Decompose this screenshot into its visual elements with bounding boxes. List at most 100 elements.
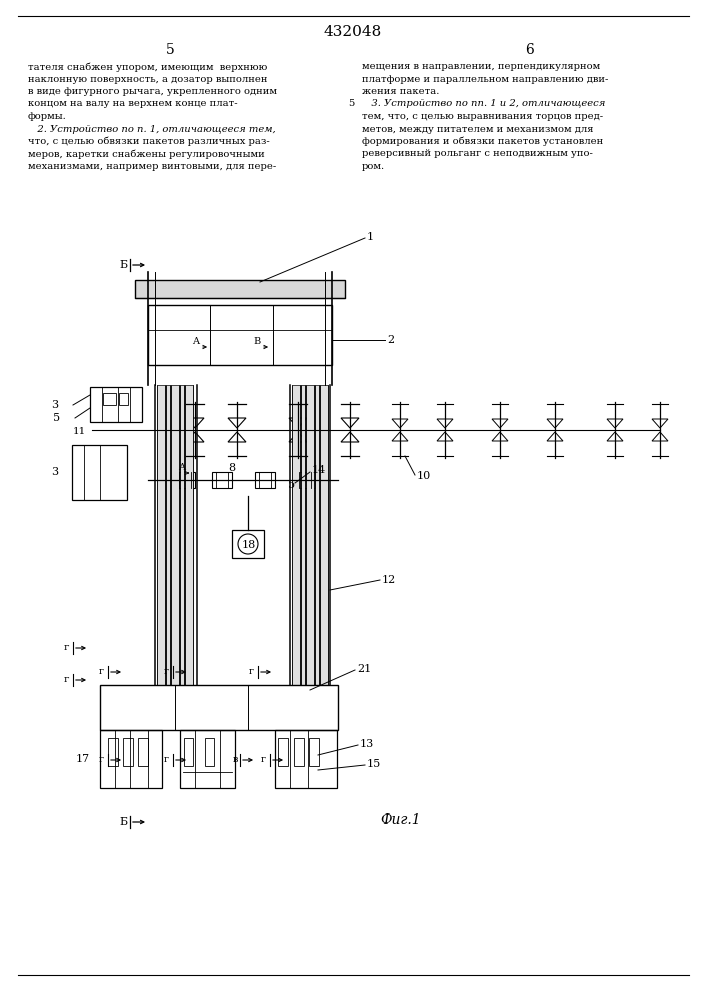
- Bar: [138, 738, 148, 766]
- Text: мещения в направлении, перпендикулярном: мещения в направлении, перпендикулярном: [362, 62, 600, 71]
- Text: в виде фигурного рычага, укрепленного одним: в виде фигурного рычага, укрепленного од…: [28, 87, 277, 96]
- Polygon shape: [437, 419, 453, 428]
- Text: 5: 5: [165, 43, 175, 57]
- Bar: [175, 472, 195, 488]
- Bar: [100, 730, 162, 788]
- Bar: [309, 738, 319, 766]
- Text: что, с целью обвязки пакетов различных раз-: что, с целью обвязки пакетов различных р…: [28, 137, 270, 146]
- Bar: [212, 472, 232, 488]
- Text: 8: 8: [228, 463, 235, 473]
- Bar: [148, 305, 332, 365]
- Bar: [306, 385, 314, 685]
- Bar: [135, 280, 345, 298]
- Polygon shape: [652, 419, 668, 428]
- Text: г: г: [64, 676, 69, 684]
- Text: 1: 1: [367, 232, 374, 242]
- Text: 3: 3: [51, 467, 58, 477]
- Text: 13: 13: [360, 739, 374, 749]
- Text: 15: 15: [367, 759, 381, 769]
- Bar: [255, 472, 275, 488]
- Text: 5: 5: [53, 413, 60, 423]
- Bar: [157, 385, 165, 685]
- Text: тателя снабжен упором, имеющим  верхнюю: тателя снабжен упором, имеющим верхнюю: [28, 62, 267, 72]
- Polygon shape: [341, 418, 359, 428]
- Bar: [301, 385, 305, 685]
- Polygon shape: [289, 418, 307, 428]
- Polygon shape: [392, 419, 408, 428]
- Polygon shape: [228, 418, 246, 428]
- Polygon shape: [607, 419, 623, 428]
- Text: 3: 3: [51, 400, 58, 410]
- Text: 21: 21: [357, 664, 371, 674]
- Text: г: г: [99, 668, 104, 676]
- Polygon shape: [289, 432, 307, 442]
- Text: A: A: [178, 464, 185, 473]
- Polygon shape: [607, 432, 623, 441]
- Bar: [180, 385, 184, 685]
- Bar: [292, 385, 300, 685]
- Text: реверсивный рольганг с неподвижным упо-: реверсивный рольганг с неподвижным упо-: [362, 149, 593, 158]
- Text: г: г: [164, 668, 169, 676]
- Bar: [72, 445, 127, 500]
- Bar: [294, 738, 304, 766]
- Text: Фиг.1: Фиг.1: [380, 813, 421, 827]
- Polygon shape: [652, 432, 668, 441]
- Text: Б: Б: [120, 817, 128, 827]
- Bar: [278, 738, 288, 766]
- Bar: [119, 393, 128, 405]
- Text: 18: 18: [242, 540, 256, 550]
- Text: жения пакета.: жения пакета.: [362, 87, 439, 96]
- Polygon shape: [341, 432, 359, 442]
- Polygon shape: [437, 432, 453, 441]
- Bar: [232, 530, 264, 558]
- Bar: [184, 738, 193, 766]
- Bar: [100, 685, 338, 730]
- Text: в: в: [233, 756, 238, 764]
- Bar: [205, 738, 214, 766]
- Text: 5: 5: [349, 100, 355, 108]
- Polygon shape: [392, 432, 408, 441]
- Polygon shape: [186, 418, 204, 428]
- Text: 2: 2: [387, 335, 394, 345]
- Polygon shape: [547, 432, 563, 441]
- Bar: [295, 472, 315, 488]
- Text: 11: 11: [73, 428, 86, 436]
- Text: наклонную поверхность, а дозатор выполнен: наклонную поверхность, а дозатор выполне…: [28, 75, 267, 84]
- Text: г: г: [99, 756, 104, 764]
- Bar: [90, 387, 142, 422]
- Text: г: г: [261, 756, 266, 764]
- Polygon shape: [228, 432, 246, 442]
- Bar: [103, 393, 116, 405]
- Text: 3. Устройство по пп. 1 и 2, отличающееся: 3. Устройство по пп. 1 и 2, отличающееся: [362, 100, 605, 108]
- Polygon shape: [547, 419, 563, 428]
- Text: метов, между питателем и механизмом для: метов, между питателем и механизмом для: [362, 124, 593, 133]
- Text: платформе и параллельном направлению дви-: платформе и параллельном направлению дви…: [362, 75, 609, 84]
- Text: концом на валу на верхнем конце плат-: концом на валу на верхнем конце плат-: [28, 100, 238, 108]
- Text: формы.: формы.: [28, 112, 66, 121]
- Text: 12: 12: [382, 575, 396, 585]
- Bar: [123, 738, 133, 766]
- Text: 5: 5: [288, 480, 295, 490]
- Bar: [180, 730, 235, 788]
- Text: B: B: [253, 338, 260, 347]
- Polygon shape: [186, 432, 204, 442]
- Text: ром.: ром.: [362, 162, 385, 171]
- Text: 14: 14: [312, 465, 326, 475]
- Text: тем, что, с целью выравнивания торцов пред-: тем, что, с целью выравнивания торцов пр…: [362, 112, 603, 121]
- Bar: [185, 385, 193, 685]
- Text: формирования и обвязки пакетов установлен: формирования и обвязки пакетов установле…: [362, 137, 603, 146]
- Text: г: г: [164, 756, 169, 764]
- Bar: [166, 385, 170, 685]
- Text: Б: Б: [120, 260, 128, 270]
- Text: г: г: [249, 668, 254, 676]
- Bar: [315, 385, 319, 685]
- Text: A: A: [192, 338, 199, 347]
- Text: меров, каретки снабжены регулировочными: меров, каретки снабжены регулировочными: [28, 149, 264, 159]
- Text: г: г: [64, 644, 69, 652]
- Text: 2. Устройство по п. 1, отличающееся тем,: 2. Устройство по п. 1, отличающееся тем,: [28, 124, 276, 133]
- Text: 17: 17: [76, 754, 90, 764]
- Bar: [108, 738, 118, 766]
- Bar: [320, 385, 328, 685]
- Text: 10: 10: [417, 471, 431, 481]
- Bar: [171, 385, 179, 685]
